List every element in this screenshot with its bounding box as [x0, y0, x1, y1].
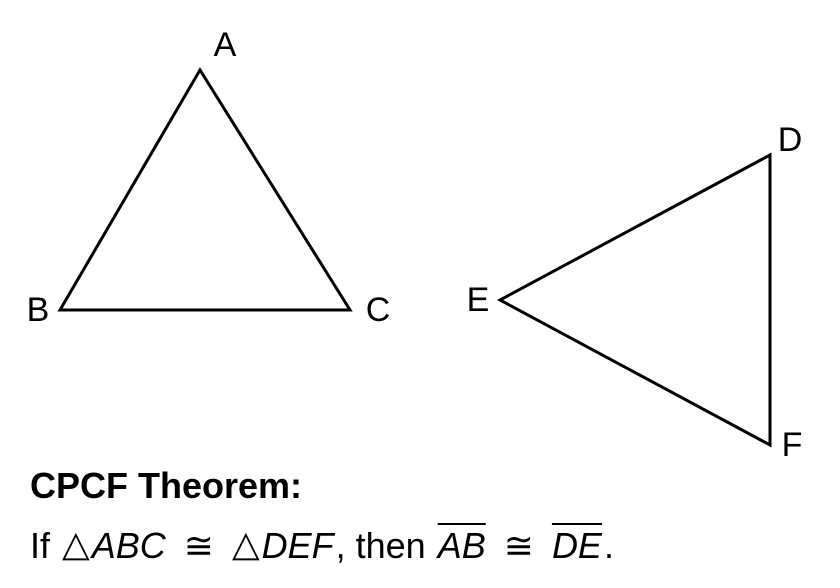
vertex-label-e: E: [467, 283, 490, 317]
segment-1: AB: [436, 525, 488, 567]
congruent-symbol-1: ≅: [184, 525, 214, 567]
triangle-symbol-1: △ABC: [60, 525, 168, 567]
congruent-symbol-2: ≅: [504, 525, 534, 567]
triangle-name-2: DEF: [262, 525, 334, 566]
triangle-def: [500, 155, 770, 445]
segment-2: DE: [550, 525, 604, 567]
diagram-canvas: A B C D E F CPCF Theorem: If △ABC ≅ △DEF…: [0, 0, 840, 588]
triangle-abc: [60, 70, 350, 310]
triangle-symbol-2: △DEF: [230, 525, 336, 567]
theorem-suffix: .: [604, 525, 614, 566]
triangle-name-1: ABC: [92, 525, 166, 566]
vertex-label-b: B: [27, 293, 50, 327]
theorem-mid: , then: [336, 525, 436, 566]
vertex-label-a: A: [214, 28, 237, 62]
vertex-label-c: C: [366, 293, 391, 327]
theorem-title: CPCF Theorem:: [30, 465, 302, 507]
vertex-label-f: F: [782, 428, 803, 462]
theorem-body: If △ABC ≅ △DEF, then AB ≅ DE.: [30, 525, 614, 567]
vertex-label-d: D: [778, 123, 803, 157]
theorem-prefix: If: [30, 525, 60, 566]
